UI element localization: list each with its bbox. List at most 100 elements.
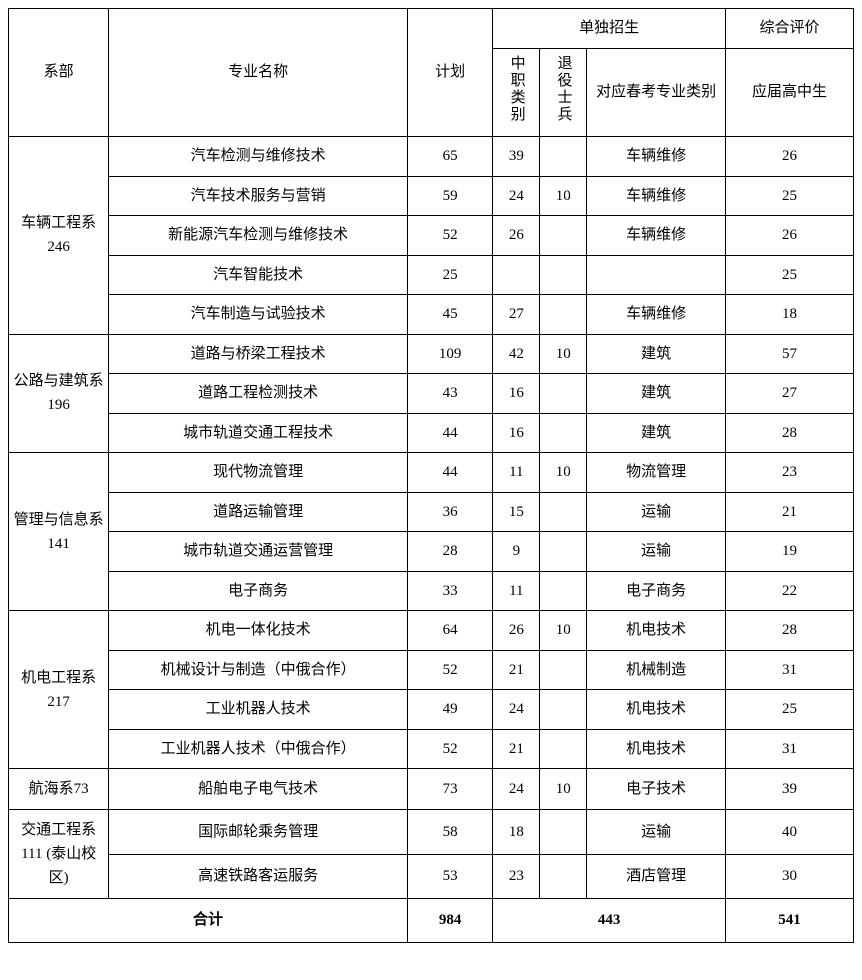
- total-eval: 541: [725, 899, 853, 943]
- major-cell: 现代物流管理: [109, 453, 408, 493]
- table-row: 汽车技术服务与营销592410车辆维修25: [9, 176, 854, 216]
- plan-cell: 33: [408, 571, 493, 611]
- zz-cell: 18: [493, 810, 540, 855]
- zz-cell: 23: [493, 854, 540, 899]
- category-cell: 机电技术: [587, 611, 726, 651]
- dept-cell: 公路与建筑系 196: [9, 334, 109, 453]
- major-cell: 机电一体化技术: [109, 611, 408, 651]
- zz-cell: 16: [493, 374, 540, 414]
- category-cell: 车辆维修: [587, 295, 726, 335]
- table-row: 机电工程系 217机电一体化技术642610机电技术28: [9, 611, 854, 651]
- hs-cell: 18: [725, 295, 853, 335]
- hs-cell: 28: [725, 611, 853, 651]
- plan-cell: 53: [408, 854, 493, 899]
- category-cell: 车辆维修: [587, 216, 726, 256]
- category-cell: [587, 255, 726, 295]
- table-row: 机械设计与制造（中俄合作）5221机械制造31: [9, 650, 854, 690]
- ty-cell: [540, 295, 587, 335]
- enrollment-table: 系部 专业名称 计划 单独招生 综合评价 中职类别 退役士兵 对应春考专业类别 …: [8, 8, 854, 943]
- header-dept: 系部: [9, 9, 109, 137]
- plan-cell: 44: [408, 413, 493, 453]
- category-cell: 机电技术: [587, 690, 726, 730]
- total-plan: 984: [408, 899, 493, 943]
- header-highschool: 应届高中生: [725, 48, 853, 137]
- dept-cell: 车辆工程系 246: [9, 137, 109, 335]
- hs-cell: 21: [725, 492, 853, 532]
- plan-cell: 65: [408, 137, 493, 177]
- category-cell: 运输: [587, 532, 726, 572]
- hs-cell: 39: [725, 769, 853, 810]
- hs-cell: 28: [725, 413, 853, 453]
- zz-cell: 11: [493, 453, 540, 493]
- table-row: 高速铁路客运服务5323酒店管理30: [9, 854, 854, 899]
- hs-cell: 25: [725, 176, 853, 216]
- table-row: 汽车智能技术2525: [9, 255, 854, 295]
- header-row-1: 系部 专业名称 计划 单独招生 综合评价: [9, 9, 854, 49]
- major-cell: 工业机器人技术: [109, 690, 408, 730]
- hs-cell: 31: [725, 729, 853, 769]
- zz-cell: 39: [493, 137, 540, 177]
- plan-cell: 44: [408, 453, 493, 493]
- ty-cell: [540, 650, 587, 690]
- zz-cell: 24: [493, 690, 540, 730]
- major-cell: 电子商务: [109, 571, 408, 611]
- plan-cell: 59: [408, 176, 493, 216]
- header-zz: 中职类别: [493, 48, 540, 137]
- table-row: 交通工程系 111 (泰山校区)国际邮轮乘务管理5818运输40: [9, 810, 854, 855]
- zz-cell: 9: [493, 532, 540, 572]
- zz-cell: 27: [493, 295, 540, 335]
- category-cell: 酒店管理: [587, 854, 726, 899]
- hs-cell: 27: [725, 374, 853, 414]
- hs-cell: 19: [725, 532, 853, 572]
- table-row: 道路工程检测技术4316建筑27: [9, 374, 854, 414]
- header-major: 专业名称: [109, 9, 408, 137]
- table-row: 汽车制造与试验技术4527车辆维修18: [9, 295, 854, 335]
- plan-cell: 58: [408, 810, 493, 855]
- plan-cell: 73: [408, 769, 493, 810]
- category-cell: 建筑: [587, 334, 726, 374]
- table-row: 公路与建筑系 196道路与桥梁工程技术1094210建筑57: [9, 334, 854, 374]
- plan-cell: 36: [408, 492, 493, 532]
- category-cell: 车辆维修: [587, 176, 726, 216]
- zz-cell: 24: [493, 769, 540, 810]
- plan-cell: 64: [408, 611, 493, 651]
- category-cell: 运输: [587, 810, 726, 855]
- dept-cell: 机电工程系 217: [9, 611, 109, 769]
- category-cell: 机电技术: [587, 729, 726, 769]
- category-cell: 建筑: [587, 374, 726, 414]
- plan-cell: 45: [408, 295, 493, 335]
- ty-cell: [540, 532, 587, 572]
- header-category: 对应春考专业类别: [587, 48, 726, 137]
- hs-cell: 40: [725, 810, 853, 855]
- ty-cell: [540, 216, 587, 256]
- major-cell: 船舶电子电气技术: [109, 769, 408, 810]
- ty-cell: [540, 492, 587, 532]
- zz-cell: 26: [493, 611, 540, 651]
- ty-cell: [540, 137, 587, 177]
- hs-cell: 23: [725, 453, 853, 493]
- hs-cell: 26: [725, 216, 853, 256]
- major-cell: 新能源汽车检测与维修技术: [109, 216, 408, 256]
- ty-cell: 10: [540, 611, 587, 651]
- plan-cell: 28: [408, 532, 493, 572]
- dept-cell: 交通工程系 111 (泰山校区): [9, 810, 109, 899]
- major-cell: 城市轨道交通工程技术: [109, 413, 408, 453]
- ty-cell: 10: [540, 453, 587, 493]
- ty-cell: [540, 854, 587, 899]
- major-cell: 机械设计与制造（中俄合作）: [109, 650, 408, 690]
- zz-cell: 11: [493, 571, 540, 611]
- major-cell: 道路与桥梁工程技术: [109, 334, 408, 374]
- plan-cell: 52: [408, 216, 493, 256]
- table-row: 管理与信息系 141现代物流管理441110物流管理23: [9, 453, 854, 493]
- ty-cell: [540, 690, 587, 730]
- header-comprehensive: 综合评价: [725, 9, 853, 49]
- table-row: 城市轨道交通运营管理289运输19: [9, 532, 854, 572]
- major-cell: 国际邮轮乘务管理: [109, 810, 408, 855]
- ty-cell: [540, 413, 587, 453]
- hs-cell: 31: [725, 650, 853, 690]
- hs-cell: 25: [725, 690, 853, 730]
- plan-cell: 52: [408, 650, 493, 690]
- category-cell: 车辆维修: [587, 137, 726, 177]
- ty-cell: 10: [540, 769, 587, 810]
- hs-cell: 30: [725, 854, 853, 899]
